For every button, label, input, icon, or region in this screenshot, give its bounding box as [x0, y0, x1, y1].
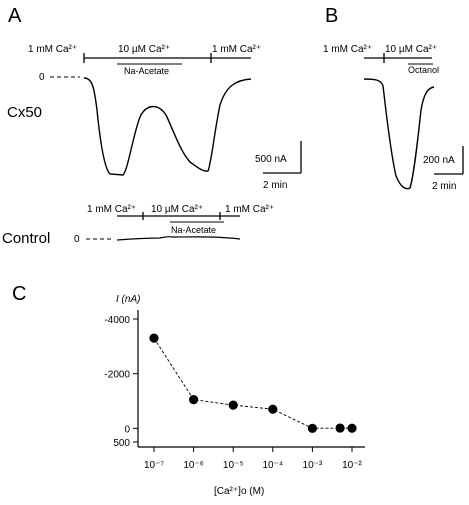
- panel-a-condition-bar: [83, 53, 251, 65]
- x-tick-label: 10⁻⁶: [183, 460, 204, 471]
- data-point: [268, 404, 278, 414]
- data-point: [347, 423, 357, 433]
- panel-a-condition-2: 10 µM Ca²⁺: [118, 44, 170, 55]
- control-zero-label: 0: [74, 234, 80, 245]
- panel-b-scale-current: 200 nA: [423, 155, 455, 166]
- data-point: [228, 400, 238, 410]
- control-current-trace: [116, 235, 241, 241]
- panel-b-scale-time: 2 min: [432, 181, 456, 192]
- data-point: [189, 395, 199, 405]
- panel-b-condition-1: 1 mM Ca²⁺: [323, 44, 372, 55]
- panel-a-condition-1: 1 mM Ca²⁺: [28, 44, 77, 55]
- x-tick-label: 10⁻⁴: [262, 460, 283, 471]
- panel-a-scale-bar: [263, 141, 302, 174]
- x-tick-label: 10⁻⁵: [223, 460, 244, 471]
- control-row-label: Control: [2, 230, 50, 247]
- control-condition-1: 1 mM Ca²⁺: [87, 204, 136, 215]
- control-drug-label: Na-Acetate: [171, 225, 216, 235]
- y-tick-label: -4000: [104, 315, 130, 326]
- y-tick-label: 0: [124, 424, 130, 435]
- panel-b-condition-2: 10 µM Ca²⁺: [385, 44, 437, 55]
- x-tick-label: 10⁻⁷: [144, 460, 164, 471]
- data-point: [335, 423, 345, 433]
- panel-b-scale-bar: [434, 146, 464, 175]
- panel-a-row-label: Cx50: [7, 104, 42, 121]
- y-axis-label: I (nA): [116, 294, 140, 305]
- x-axis-label: [Ca²⁺]o (M): [214, 486, 264, 497]
- control-condition-3: 1 mM Ca²⁺: [225, 204, 274, 215]
- panel-b-drug-label: Octanol: [408, 65, 439, 75]
- panel-a-condition-3: 1 mM Ca²⁺: [212, 44, 261, 55]
- panel-b-letter: B: [325, 5, 338, 27]
- y-tick-label: 500: [113, 438, 130, 449]
- control-condition-bar: [117, 212, 240, 223]
- panel-a-zero-label: 0: [39, 72, 45, 83]
- data-point: [149, 333, 159, 343]
- cx50-current-trace: [83, 77, 252, 176]
- series-line: [153, 337, 353, 429]
- panel-a-scale-current: 500 nA: [255, 154, 287, 165]
- chart-plot-area: 10⁻⁷ 10⁻⁶ 10⁻⁵ 10⁻⁴ 10⁻³ 10⁻² -4000 -2000 0 500: [104, 310, 365, 471]
- panel-a-scale-time: 2 min: [263, 180, 287, 191]
- y-tick-label: -2000: [104, 370, 130, 381]
- panel-b-current-trace: [363, 78, 435, 190]
- panel-c-letter: C: [12, 283, 26, 305]
- panel-b-condition-bar: [364, 53, 433, 65]
- panel-a-letter: A: [8, 5, 22, 27]
- x-tick-label: 10⁻²: [342, 460, 362, 471]
- control-condition-2: 10 µM Ca²⁺: [151, 204, 203, 215]
- x-tick-label: 10⁻³: [303, 460, 323, 471]
- data-point: [307, 423, 317, 433]
- panel-a-drug-label: Na-Acetate: [124, 66, 169, 76]
